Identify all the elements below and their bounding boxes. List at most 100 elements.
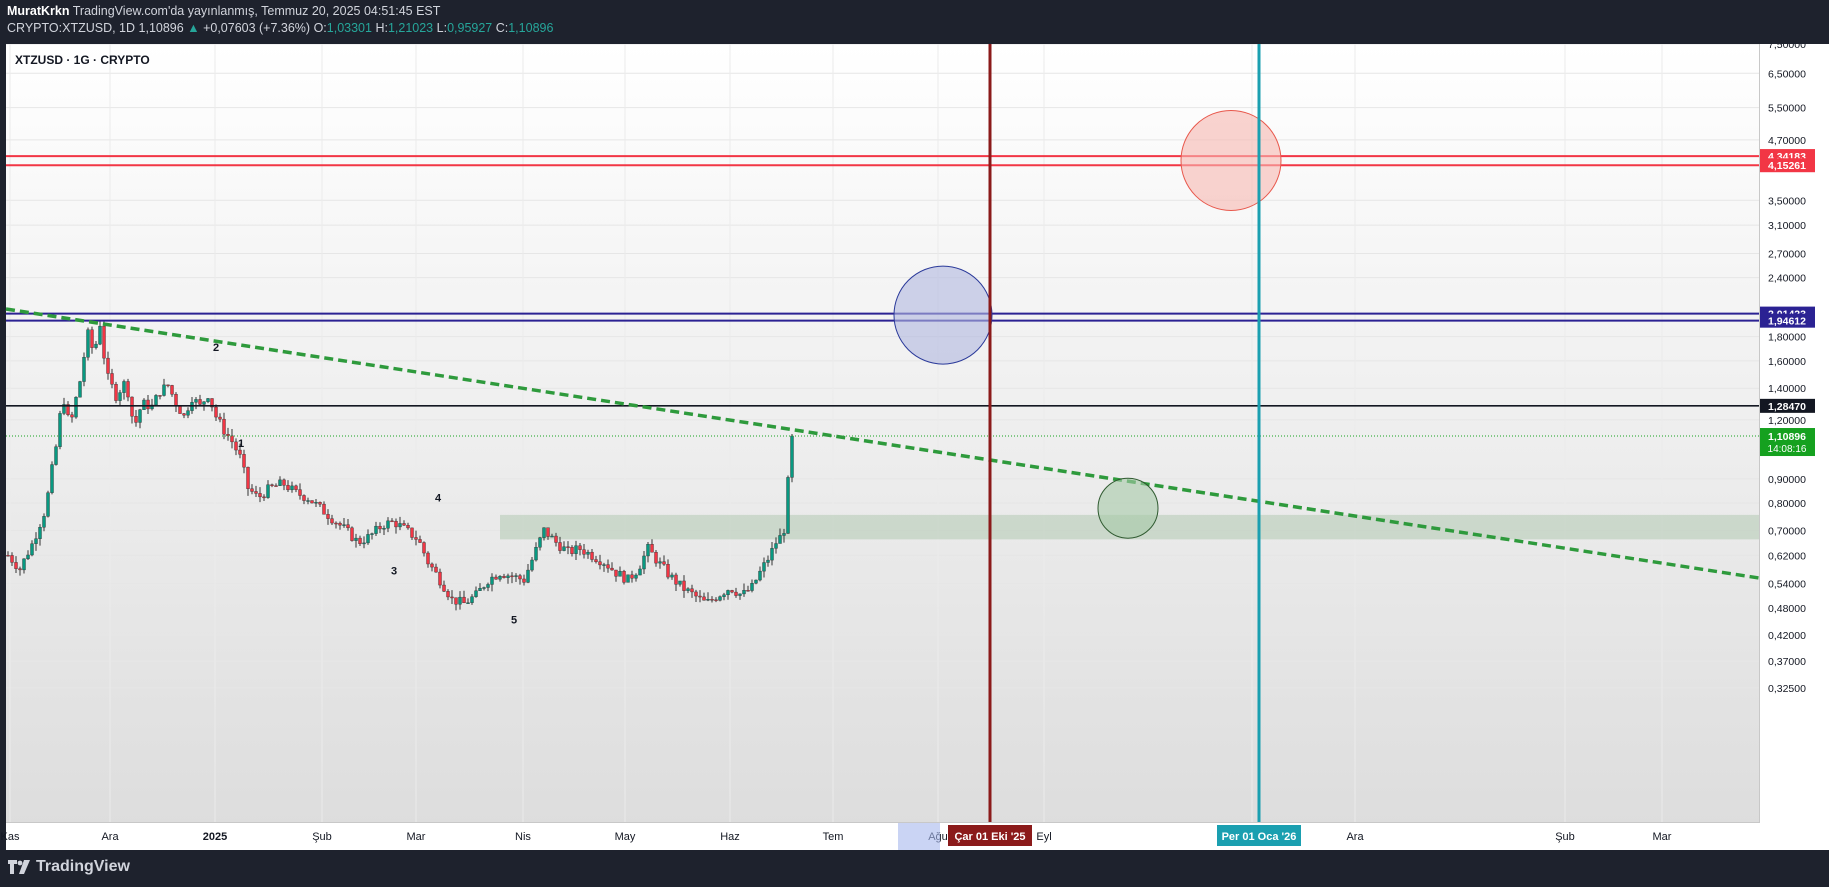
red-target-circle [1180, 109, 1282, 211]
candle-body [450, 596, 454, 599]
candle-body [314, 502, 318, 504]
candle-body [250, 488, 254, 492]
x-tick-label: Ara [101, 831, 119, 843]
candle-body [514, 575, 518, 577]
candles-layer [6, 320, 794, 611]
candle-body [594, 559, 598, 562]
candle-body [554, 535, 558, 543]
price-chart[interactable]: 1 2 3 4 5 7,50000 6,50000 5,50000 4,70000 3,5000… [0, 44, 1829, 850]
candle-body [694, 591, 698, 597]
candle-body [402, 523, 406, 526]
candle-body [678, 580, 682, 585]
candle-body [722, 594, 726, 597]
candle-body [546, 527, 550, 537]
candle-body [370, 533, 374, 535]
candle-body [566, 546, 570, 548]
candle-body [334, 522, 338, 525]
candle-body [18, 568, 22, 571]
candle-body [246, 466, 250, 489]
candle-body [526, 569, 530, 583]
candle-body [306, 500, 310, 502]
candle-body [382, 528, 386, 530]
green-target-circle [1097, 477, 1159, 539]
x-tick-label: Kas [1, 831, 20, 843]
candle-body [274, 485, 278, 487]
candle-body [14, 562, 18, 569]
candle-body [502, 576, 506, 578]
candle-body [230, 435, 234, 443]
candle-body [166, 384, 170, 387]
candle-body [366, 534, 370, 544]
candle-body [210, 398, 214, 408]
last-price-label: 1,10896 [1768, 431, 1806, 443]
y-tick-label: 7,50000 [1768, 44, 1806, 51]
candle-body [658, 561, 662, 564]
tradingview-logo[interactable]: TradingView [8, 858, 130, 876]
wave-label: 1 [238, 438, 244, 450]
candle-body [70, 414, 74, 418]
candle-body [574, 545, 578, 554]
candle-body [478, 587, 482, 591]
candle-body [522, 578, 526, 583]
candle-body [638, 568, 642, 576]
candle-body [642, 555, 646, 570]
candle-body [418, 539, 422, 543]
wave-label: 3 [391, 565, 397, 577]
x-tick-label: Şub [312, 831, 332, 843]
candle-body [470, 596, 474, 603]
candle-body [662, 561, 666, 565]
candle-body [174, 394, 178, 407]
price-axis-labels: 7,50000 6,50000 5,50000 4,70000 3,50000 3,100… [1768, 44, 1806, 695]
candle-body [710, 599, 714, 601]
y-tick-label: 1,20000 [1768, 415, 1806, 427]
publisher-name[interactable]: MuratKrkn [7, 4, 70, 18]
candle-body [458, 596, 462, 605]
candle-body [582, 549, 586, 555]
candle-body [430, 563, 434, 568]
candle-body [494, 576, 498, 580]
candle-body [270, 484, 274, 486]
candle-body [610, 567, 614, 571]
candle-body [94, 343, 98, 348]
x-tick-label: Tem [823, 831, 844, 843]
candle-body [626, 574, 630, 583]
open-label: O: [313, 21, 327, 35]
symbol-label[interactable]: CRYPTO:XTZUSD, 1D [7, 21, 136, 35]
candle-body [590, 551, 594, 560]
candle-body [426, 552, 430, 565]
candle-body [126, 381, 130, 398]
candle-body [90, 329, 94, 348]
candle-body [214, 406, 218, 418]
candle-body [146, 399, 150, 410]
time-axis[interactable] [6, 823, 1760, 850]
candle-body [374, 525, 378, 534]
candle-body [518, 575, 522, 580]
wave-label: 2 [213, 342, 219, 354]
candle-body [558, 542, 562, 551]
candle-body [302, 495, 306, 501]
ohlc-line: CRYPTO:XTZUSD, 1D 1,10896 ▲ +0,07603 (+7… [7, 21, 553, 35]
candle-body [622, 570, 626, 583]
low-label: L: [436, 21, 448, 35]
y-tick-label: 1,80000 [1768, 332, 1806, 344]
candle-body [730, 590, 734, 593]
candle-body [158, 395, 162, 397]
candle-body [770, 548, 774, 561]
candle-body [330, 518, 334, 524]
candle-body [86, 329, 90, 358]
x-tick-label: May [615, 831, 636, 843]
candle-body [74, 396, 78, 418]
candle-body [434, 566, 438, 573]
candle-body [498, 576, 502, 580]
high-label: H: [375, 21, 388, 35]
candle-body [290, 485, 294, 491]
chart-background [6, 44, 1759, 850]
candle-body [42, 516, 46, 528]
candle-body [762, 562, 766, 572]
candle-body [630, 574, 634, 579]
publish-line: MuratKrkn TradingView.com'da yayınlanmış… [7, 4, 440, 18]
candle-body [102, 325, 106, 359]
candle-body [114, 384, 118, 401]
candle-body [646, 544, 650, 557]
candle-body [454, 597, 458, 605]
